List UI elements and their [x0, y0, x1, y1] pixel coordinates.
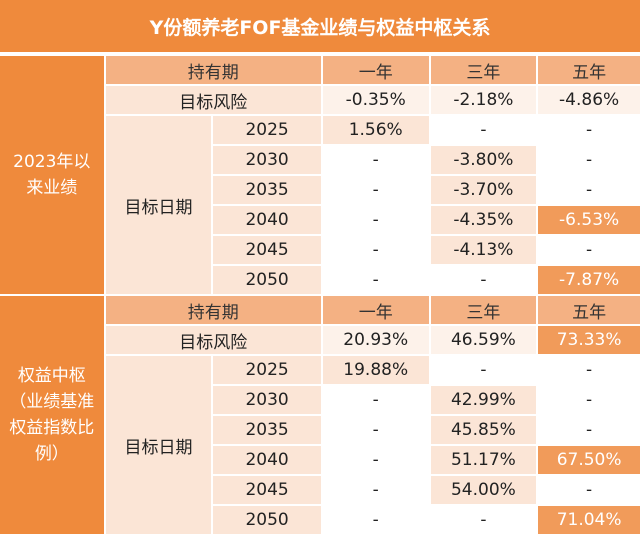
cell-value: -: [322, 176, 429, 204]
cell-value: -0.35%: [322, 86, 429, 114]
cell-value: 71.04%: [538, 506, 640, 534]
cell-value: -3.70%: [430, 176, 537, 204]
cell-value: -: [322, 236, 429, 264]
year-label: 2030: [213, 146, 321, 174]
row-label-target-risk: 目标风险: [105, 86, 321, 114]
year-label: 2035: [213, 416, 321, 444]
table-row: 2050 - - 71.04%: [0, 506, 640, 534]
cell-value: -3.80%: [430, 146, 537, 174]
table-row: 2030 - -3.80% -: [0, 146, 640, 174]
table-row: 2040 - -4.35% -6.53%: [0, 206, 640, 234]
cell-value: -: [322, 446, 429, 474]
header-holding-period: 持有期: [105, 56, 321, 84]
table-row: 2045 - -4.13% -: [0, 236, 640, 264]
cell-value: 1.56%: [322, 116, 429, 144]
fof-performance-table: 2023年以来业绩 持有期 一年 三年 五年 目标风险 -0.35% -2.18…: [0, 54, 640, 536]
cell-value: -: [538, 116, 640, 144]
table-row: 2040 - 51.17% 67.50%: [0, 446, 640, 474]
table-row: 2023年以来业绩 持有期 一年 三年 五年: [0, 56, 640, 294]
year-label: 2040: [213, 446, 321, 474]
year-label: 2045: [213, 236, 321, 264]
year-label: 2050: [213, 266, 321, 294]
cell-value: -: [322, 146, 429, 174]
year-label: 2045: [213, 476, 321, 504]
cell-value: 45.85%: [430, 416, 537, 444]
header-one-year: 一年: [322, 56, 429, 84]
header-holding-period: 持有期: [105, 296, 321, 324]
cell-value: 67.50%: [538, 446, 640, 474]
table-row: 目标日期 2025 19.88% - -: [0, 356, 640, 534]
cell-value: -: [322, 266, 429, 294]
cell-value: -7.87%: [538, 266, 640, 294]
table-row: 目标风险 20.93% 46.59% 73.33%: [0, 326, 640, 354]
cell-value: -: [322, 386, 429, 414]
header-three-year: 三年: [430, 56, 537, 84]
cell-value: -6.53%: [538, 206, 640, 234]
cell-value: -: [538, 476, 640, 504]
table-row: 2035 - 45.85% -: [0, 416, 640, 444]
cell-value: 20.93%: [322, 326, 429, 354]
cell-value: 42.99%: [430, 386, 537, 414]
table-row: 2045 - 54.00% -: [0, 476, 640, 504]
section-label-performance: 2023年以来业绩: [0, 56, 104, 294]
cell-value: 19.88%: [322, 356, 429, 384]
cell-value: -4.86%: [538, 86, 640, 114]
year-label: 2025: [213, 116, 321, 144]
cell-value: -: [538, 386, 640, 414]
section-label-equity: 权益中枢（业绩基准权益指数比例）: [0, 296, 104, 534]
cell-value: 73.33%: [538, 326, 640, 354]
cell-value: -: [430, 356, 537, 384]
header-one-year: 一年: [322, 296, 429, 324]
table-row: 2050 - - -7.87%: [0, 266, 640, 294]
header-five-year: 五年: [538, 56, 640, 84]
cell-value: 51.17%: [430, 446, 537, 474]
table-title: Y份额养老FOF基金业绩与权益中枢关系: [0, 0, 640, 52]
cell-value: -4.13%: [430, 236, 537, 264]
year-label: 2040: [213, 206, 321, 234]
header-five-year: 五年: [538, 296, 640, 324]
cell-value: -: [322, 476, 429, 504]
year-label: 2025: [213, 356, 321, 384]
table-row: 2035 - -3.70% -: [0, 176, 640, 204]
cell-value: -: [538, 356, 640, 384]
table-row: 目标日期 2025 1.56% - -: [0, 116, 640, 294]
cell-value: -: [538, 176, 640, 204]
year-label: 2035: [213, 176, 321, 204]
cell-value: -: [430, 116, 537, 144]
table-row: 2030 - 42.99% -: [0, 386, 640, 414]
table-row: 目标风险 -0.35% -2.18% -4.86%: [0, 86, 640, 114]
cell-value: -: [538, 236, 640, 264]
table-row: 权益中枢（业绩基准权益指数比例） 持有期 一年 三年 五年: [0, 296, 640, 534]
cell-value: -: [430, 506, 537, 534]
header-three-year: 三年: [430, 296, 537, 324]
row-label-target-risk: 目标风险: [105, 326, 321, 354]
cell-value: -: [322, 506, 429, 534]
row-label-target-date: 目标日期: [105, 116, 212, 294]
year-label: 2030: [213, 386, 321, 414]
row-label-target-date: 目标日期: [105, 356, 212, 534]
year-label: 2050: [213, 506, 321, 534]
cell-value: -: [322, 206, 429, 234]
cell-value: -4.35%: [430, 206, 537, 234]
cell-value: 54.00%: [430, 476, 537, 504]
cell-value: -: [538, 416, 640, 444]
cell-value: 46.59%: [430, 326, 537, 354]
cell-value: -2.18%: [430, 86, 537, 114]
cell-value: -: [322, 416, 429, 444]
cell-value: -: [538, 146, 640, 174]
cell-value: -: [430, 266, 537, 294]
